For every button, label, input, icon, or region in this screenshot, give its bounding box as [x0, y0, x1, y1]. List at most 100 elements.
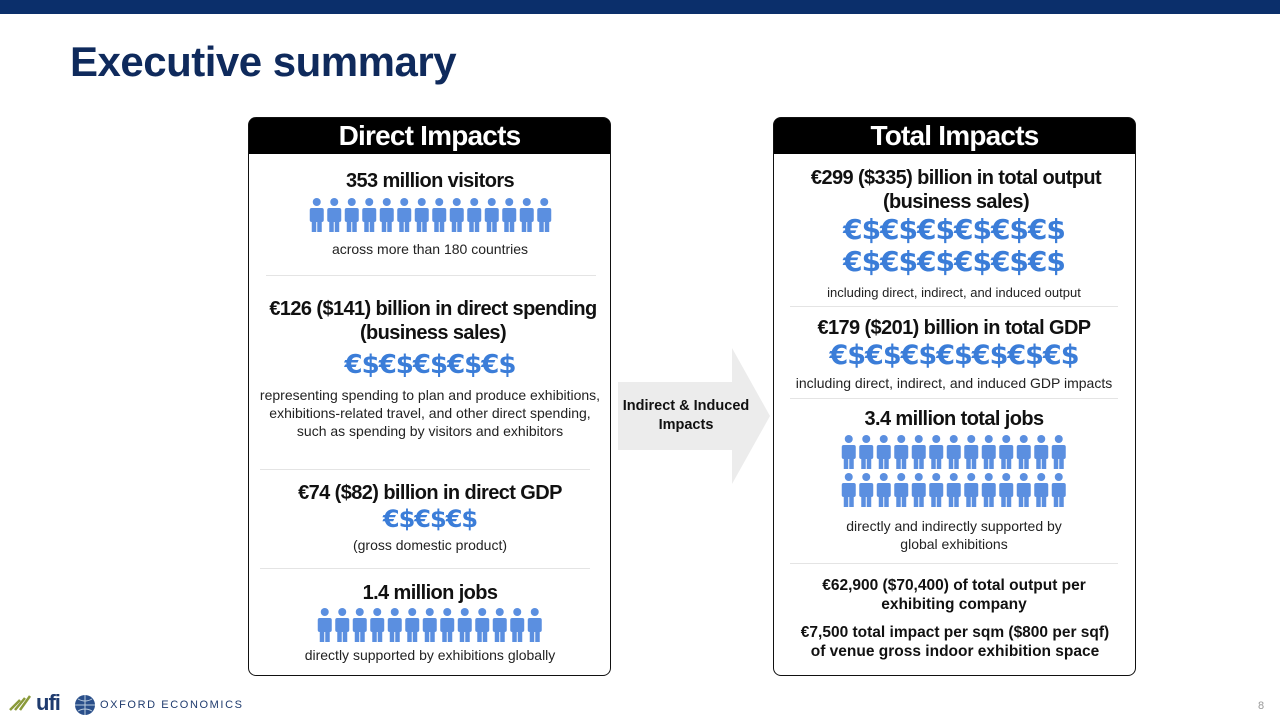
people-row	[842, 435, 1066, 507]
currency-icons: €$€$€$€$€$€$€$	[829, 340, 1079, 371]
person-icon	[877, 435, 891, 469]
note: including direct, indirect, and induced …	[827, 285, 1081, 300]
person-icon	[1017, 435, 1031, 469]
person-icon	[396, 198, 411, 232]
person-icon	[1017, 473, 1031, 507]
top-bar	[0, 0, 1280, 14]
currency-icons: €$€$€$€$€$€$	[843, 245, 1066, 278]
person-icon	[1052, 473, 1066, 507]
person-icon	[947, 473, 961, 507]
person-icon	[842, 473, 856, 507]
person-icon	[379, 198, 394, 232]
person-icon	[999, 473, 1014, 507]
divider	[266, 275, 596, 276]
person-icon	[912, 473, 926, 507]
divider	[260, 469, 590, 470]
person-icon	[501, 198, 516, 232]
headline: 1.4 million jobs	[362, 582, 498, 604]
person-icon	[414, 198, 429, 232]
people-row	[309, 198, 551, 232]
person-icon	[458, 608, 472, 642]
headline: €74 ($82) billion in direct GDP	[298, 482, 562, 504]
people-icons	[260, 607, 600, 643]
person-icon	[999, 435, 1014, 469]
person-icon	[423, 608, 437, 642]
note: across more than 180 countries	[331, 241, 529, 257]
person-icon	[326, 198, 341, 232]
slide-title: Executive summary	[70, 38, 457, 85]
divider	[790, 398, 1118, 399]
person-icon	[536, 198, 551, 232]
person-icon	[318, 608, 332, 642]
person-icon	[388, 608, 402, 642]
person-icon	[1052, 435, 1066, 469]
total-panel: Total Impacts	[773, 117, 1136, 676]
person-icon	[894, 435, 909, 469]
person-icon	[449, 198, 464, 232]
person-icon	[929, 473, 944, 507]
person-icon	[309, 198, 324, 232]
headline: €299 ($335) billion in total output (bus…	[810, 167, 1102, 213]
arrow	[618, 348, 770, 484]
person-icon	[528, 608, 542, 642]
oxford-logo: OXFORD ECONOMICS	[100, 699, 244, 711]
panel-heading: Total Impacts	[774, 118, 1135, 154]
ufi-logo: ufi	[36, 690, 61, 715]
person-icon	[519, 198, 534, 232]
page-number: 8	[1258, 700, 1265, 712]
currency-icons: €$€$€$	[382, 505, 478, 533]
divider	[790, 306, 1118, 307]
person-icon	[431, 198, 446, 232]
person-icon	[510, 608, 525, 642]
globe	[75, 695, 95, 715]
note: directly supported by exhibitions global…	[304, 647, 556, 663]
person-icon	[493, 608, 507, 642]
person-icon	[964, 435, 979, 469]
arrow-shape	[618, 348, 770, 484]
person-icon	[370, 608, 385, 642]
person-icon	[475, 608, 490, 642]
divider	[790, 563, 1118, 564]
person-icon	[466, 198, 481, 232]
highlight: €7,500 total impact per sqm ($800 per sq…	[800, 624, 1110, 660]
note: including direct, indirect, and induced …	[795, 375, 1113, 391]
currency-icons: €$€$€$€$€$€$	[843, 213, 1066, 246]
people-icons	[260, 197, 600, 237]
person-icon	[842, 435, 856, 469]
person-icon	[440, 608, 455, 642]
highlight: €62,900 ($70,400) of total output per ex…	[822, 577, 1086, 613]
person-icon	[982, 473, 996, 507]
note: directly and indirectly supported by glo…	[846, 518, 1062, 552]
headline: €179 ($201) billion in total GDP	[817, 317, 1091, 339]
person-icon	[353, 608, 367, 642]
people-icons	[784, 434, 1124, 510]
divider	[260, 568, 590, 569]
ufi-mark	[9, 695, 32, 711]
person-icon	[1034, 473, 1049, 507]
currency-icons: €$€$€$€$€$	[344, 350, 517, 380]
panel-heading: Direct Impacts	[249, 118, 610, 154]
person-icon	[929, 435, 944, 469]
note: (gross domestic product)	[352, 537, 508, 553]
person-icon	[484, 198, 499, 232]
headline: 3.4 million total jobs	[864, 408, 1044, 430]
person-icon	[964, 473, 979, 507]
headline: 353 million visitors	[345, 170, 515, 192]
headline: €126 ($141) billion in direct spending (…	[269, 298, 597, 344]
person-icon	[405, 608, 420, 642]
person-icon	[344, 198, 359, 232]
person-icon	[361, 198, 376, 232]
arrow-label: Indirect & Induced Impacts	[622, 398, 750, 433]
people-row	[318, 608, 542, 642]
person-icon	[859, 473, 874, 507]
person-icon	[894, 473, 909, 507]
note: representing spending to plan and produc…	[259, 387, 601, 439]
person-icon	[947, 435, 961, 469]
person-icon	[335, 608, 350, 642]
person-icon	[877, 473, 891, 507]
person-icon	[982, 435, 996, 469]
person-icon	[912, 435, 926, 469]
person-icon	[859, 435, 874, 469]
